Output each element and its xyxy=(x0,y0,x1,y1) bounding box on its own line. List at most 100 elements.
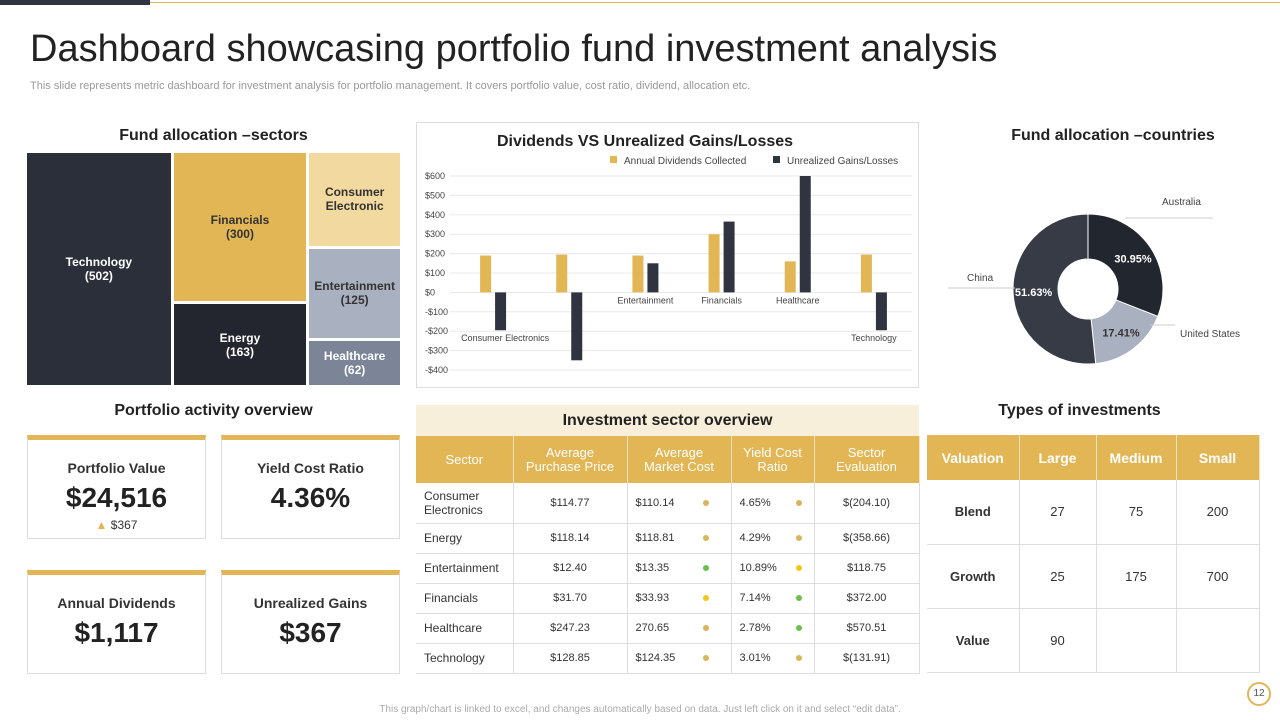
table-cell: $(131.91) xyxy=(814,643,920,674)
table-cell: $124.35 xyxy=(627,643,732,674)
status-dot xyxy=(795,625,802,631)
cell-value: (125) xyxy=(340,293,369,308)
up-arrow: ▲ xyxy=(95,518,108,532)
table-cell: 175 xyxy=(1096,544,1177,609)
table-cell: 7.14% xyxy=(731,583,815,614)
footer-note: This graph/chart is linked to excel, and… xyxy=(379,704,901,715)
table-row: Value 90 xyxy=(927,608,1260,673)
table-cell: Value xyxy=(927,608,1020,673)
cell-text: $247.23 xyxy=(550,622,590,634)
bar xyxy=(784,261,796,293)
cell-text: Growth xyxy=(950,568,996,584)
column-header: Average Purchase Price xyxy=(513,436,628,483)
sector-table-title: Investment sector overview xyxy=(416,405,919,436)
x-tick-label: Entertainment xyxy=(617,295,674,305)
title: Dashboard showcasing portfolio fund inve… xyxy=(30,28,998,70)
cell-text: Healthcare xyxy=(424,621,483,635)
table-cell: $128.85 xyxy=(513,643,628,674)
bar-panel xyxy=(416,122,919,388)
cell-text: 270.65 xyxy=(635,622,670,634)
bar xyxy=(556,254,568,293)
card: Yield Cost Ratio 4.36% xyxy=(221,435,400,539)
cell-text: $118.75 xyxy=(847,562,886,574)
cell-text: 7.14% xyxy=(739,592,771,604)
sector-table: Sector Average Purchase Price Average Mark… xyxy=(416,436,920,674)
treemap-cell: Technology (502) xyxy=(27,153,171,385)
table-cell: 27 xyxy=(1019,480,1097,545)
table-cell: 2.78% xyxy=(731,613,815,644)
legend-label: Annual Dividends Collected xyxy=(624,156,746,167)
card-label: Unrealized Gains xyxy=(253,595,368,611)
table-cell: 3.01% xyxy=(731,643,815,674)
bar xyxy=(799,176,811,293)
card-value: $24,516 xyxy=(65,482,168,513)
card-value: $1,117 xyxy=(74,617,159,648)
table-cell: Growth xyxy=(927,544,1020,609)
cell-name: Healthcare xyxy=(323,348,386,363)
table-cell: $(358.66) xyxy=(814,523,920,554)
status-dot xyxy=(795,499,802,506)
table-cell: $33.93 xyxy=(627,583,732,614)
cell-text: $13.35 xyxy=(635,562,670,574)
y-tick-label: -$200 xyxy=(425,326,448,336)
cell-text: $(358.66) xyxy=(842,532,891,544)
status-dot xyxy=(702,625,709,631)
bar xyxy=(875,292,887,331)
table-cell: 700 xyxy=(1176,544,1260,609)
table-cell: 90 xyxy=(1019,608,1097,673)
table-row: Entertainment $12.40 $13.35 10.89% $118.75 xyxy=(416,553,920,584)
y-tick-label: $500 xyxy=(425,190,445,200)
donut-slice xyxy=(1087,213,1164,318)
table-cell: 270.65 xyxy=(627,613,732,644)
cell-name: Consumer Electronic xyxy=(324,185,385,214)
status-dot xyxy=(795,595,802,601)
table-cell: $118.81 xyxy=(627,523,732,554)
y-tick-label: -$400 xyxy=(425,365,448,375)
donut-slice xyxy=(1012,213,1097,365)
header-row: Valuation Large Medium Small xyxy=(927,435,1260,480)
y-tick-label: $400 xyxy=(425,210,445,220)
top-bar xyxy=(0,0,150,5)
cell-value: (163) xyxy=(225,344,254,359)
table-cell xyxy=(1176,608,1260,673)
status-dot xyxy=(795,655,802,661)
category-label: United States xyxy=(1180,329,1240,340)
status-dot xyxy=(702,499,709,506)
bar xyxy=(647,263,659,293)
y-tick-label: $200 xyxy=(425,249,445,259)
slice-label: 17.41% xyxy=(1102,327,1140,339)
bar xyxy=(860,254,872,293)
y-tick-label: -$300 xyxy=(425,346,448,356)
cell-text: $118.14 xyxy=(550,532,590,544)
cell-text: 27 xyxy=(1050,504,1065,520)
bar xyxy=(723,221,735,293)
x-tick-label: Technology xyxy=(851,333,897,343)
cell-value: (502) xyxy=(84,269,113,283)
status-dot xyxy=(795,565,802,571)
cell-text: Consumer Electronics xyxy=(424,488,483,517)
y-tick-label: -$100 xyxy=(425,307,448,317)
bar-title: Dividends VS Unrealized Gains/Losses xyxy=(497,133,793,150)
cell-text: Entertainment xyxy=(424,561,499,575)
cell-text: 200 xyxy=(1206,504,1229,520)
table-cell: $13.35 xyxy=(627,553,732,584)
card-change: ▲ $367 xyxy=(28,518,205,532)
cell-text: $33.93 xyxy=(635,592,670,604)
card-value: 4.36% xyxy=(270,482,351,513)
treemap-title: Fund allocation –sectors xyxy=(119,127,308,144)
table-cell: 25 xyxy=(1019,544,1097,609)
cell-text: 700 xyxy=(1206,568,1229,584)
column-header: Average Market Cost xyxy=(627,436,732,483)
y-tick-label: $0 xyxy=(425,287,435,297)
status-dot xyxy=(702,535,709,541)
cell-text: 90 xyxy=(1050,632,1065,648)
table-row: Energy $118.14 $118.81 4.29% $(358.66) xyxy=(416,523,920,554)
activity-title: Portfolio activity overview xyxy=(114,402,313,419)
table-cell: $118.75 xyxy=(814,553,920,584)
column-header: Sector xyxy=(416,436,514,483)
slice-label: 51.63% xyxy=(1015,287,1053,299)
x-tick-label: Financials xyxy=(701,295,742,305)
cell-text: Financials xyxy=(424,591,479,605)
status-dot xyxy=(702,565,709,571)
